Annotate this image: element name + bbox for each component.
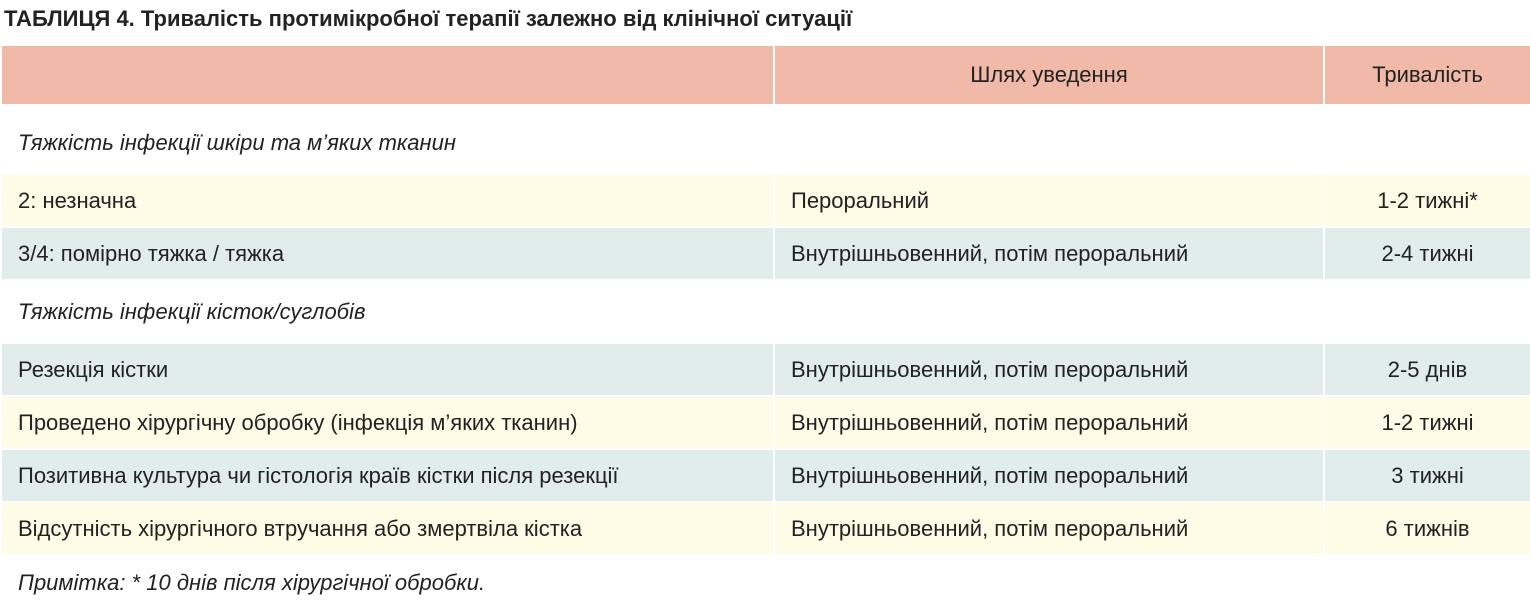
cell-duration: 3 тижні [1325, 450, 1530, 501]
cell-route: Внутрішньовенний, потім пероральний [775, 397, 1323, 448]
cell-condition: 3/4: помірно тяжка / тяжка [2, 228, 773, 279]
cell-duration: 2-5 днів [1325, 344, 1530, 395]
table-row: 3/4: помірно тяжка / тяжка Внутрішньовен… [2, 228, 1530, 279]
table-row: 2: незначна Пероральний 1-2 тижні* [2, 175, 1530, 226]
cell-route: Внутрішньовенний, потім пероральний [775, 450, 1323, 501]
cell-condition: Відсутність хірургічного втручання або з… [2, 503, 773, 554]
cell-route: Внутрішньовенний, потім пероральний [775, 503, 1323, 554]
cell-duration: 1-2 тижні [1325, 397, 1530, 448]
cell-duration: 6 тижнів [1325, 503, 1530, 554]
table-row: Позитивна культура чи гістологія країв к… [2, 450, 1530, 501]
table-row: Відсутність хірургічного втручання або з… [2, 503, 1530, 554]
cell-condition: Резекція кістки [2, 344, 773, 395]
table-header-row: Шлях уведення Тривалість [2, 46, 1530, 104]
section-label: Тяжкість інфекції кісток/суглобів [18, 298, 366, 324]
cell-duration: 2-4 тижні [1325, 228, 1530, 279]
cell-condition: Позитивна культура чи гістологія країв к… [2, 450, 773, 501]
section-label: Тяжкість інфекції шкіри та м’яких тканин [18, 130, 456, 155]
header-cell-duration: Тривалість [1325, 46, 1530, 104]
cell-condition: 2: незначна [2, 175, 773, 226]
table-row: Резекція кістки Внутрішньовенний, потім … [2, 344, 1530, 395]
table-title: ТАБЛИЦЯ 4. Тривалість протимікробної тер… [4, 6, 853, 31]
cell-route: Внутрішньовенний, потім пероральний [775, 344, 1323, 395]
table-row: Проведено хірургічну обробку (інфекція м… [2, 397, 1530, 448]
header-cell-route: Шлях уведення [775, 46, 1323, 104]
cell-route: Пероральний [775, 175, 1323, 226]
cell-route: Внутрішньовенний, потім пероральний [775, 228, 1323, 279]
therapy-duration-table: Шлях уведення Тривалість Тяжкість інфекц… [2, 46, 1530, 556]
table-note: Примітка: * 10 днів після хірургічної об… [18, 570, 486, 595]
cell-condition: Проведено хірургічну обробку (інфекція м… [2, 397, 773, 448]
cell-duration: 1-2 тижні* [1325, 175, 1530, 226]
header-cell-condition [2, 46, 773, 104]
